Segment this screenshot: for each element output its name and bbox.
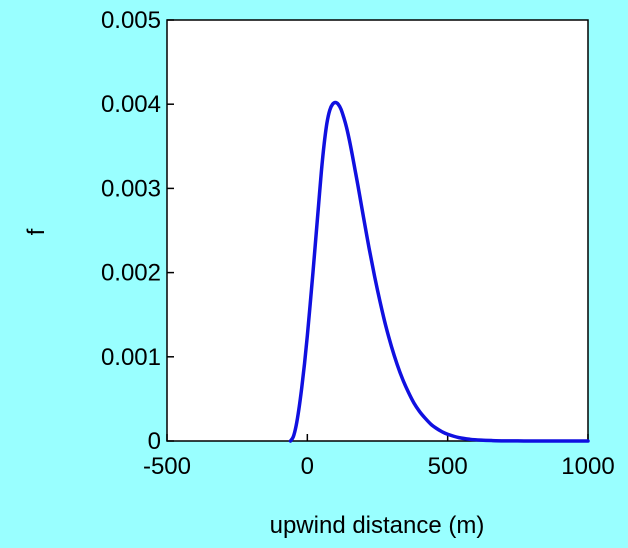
x-axis: -500 0 500 1000 bbox=[143, 434, 615, 480]
y-tick-label: 0.003 bbox=[101, 175, 161, 202]
x-tick-label: 500 bbox=[428, 453, 468, 480]
y-tick-label: 0 bbox=[148, 428, 161, 455]
x-axis-label: upwind distance (m) bbox=[270, 512, 485, 539]
y-tick-label: 0.004 bbox=[101, 91, 161, 118]
series-line bbox=[288, 100, 590, 443]
series-group bbox=[288, 100, 590, 443]
y-axis: 0 0.001 0.002 0.003 0.004 0.005 bbox=[101, 7, 174, 455]
x-tick-label: 0 bbox=[301, 453, 314, 480]
y-tick-label: 0.001 bbox=[101, 344, 161, 371]
y-tick-label: 0.005 bbox=[101, 7, 161, 34]
x-tick-label: 1000 bbox=[561, 453, 614, 480]
y-tick-label: 0.002 bbox=[101, 260, 161, 287]
plot-area bbox=[166, 19, 589, 442]
y-axis-label: f bbox=[23, 228, 50, 235]
x-tick-label: -500 bbox=[143, 453, 191, 480]
